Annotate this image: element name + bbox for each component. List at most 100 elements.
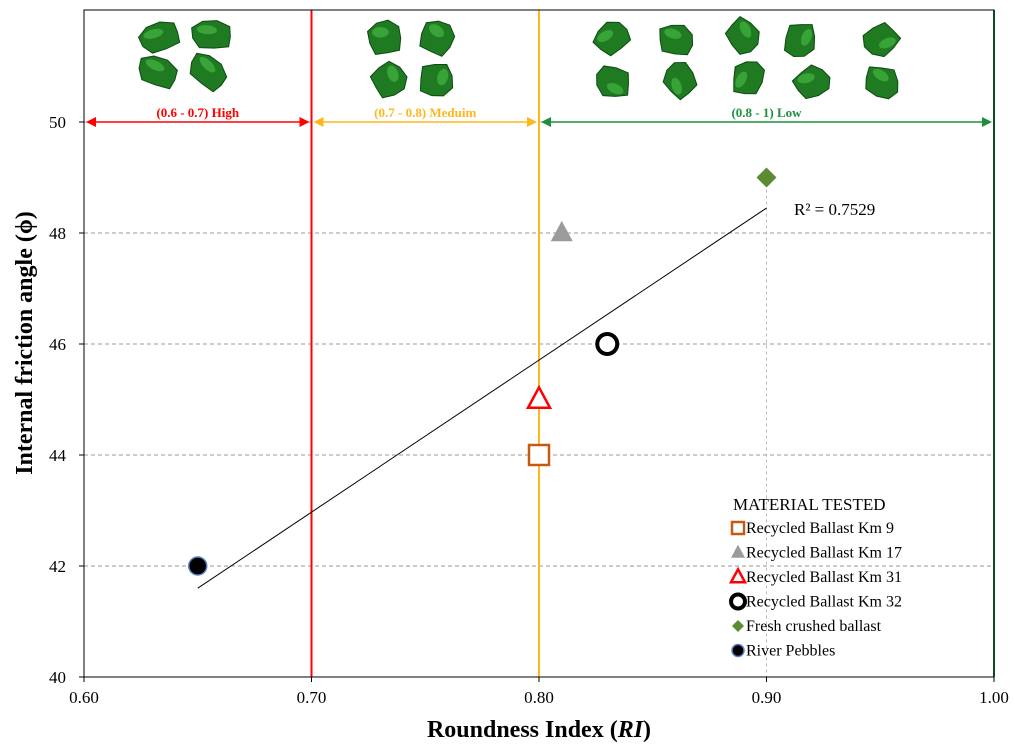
zone-arrowhead-right-0 [299,117,310,127]
y-tick-label-44: 44 [49,446,67,465]
x-tick-label-0.60: 0.60 [69,688,99,707]
x-axis-title-italic: RI [617,717,645,743]
particle-medium-2-body [369,60,408,99]
particle-low-4 [862,22,902,58]
legend-entry-2: Recycled Ballast Km 31 [746,569,902,586]
particle-medium-3 [419,64,454,97]
point-3-0 [595,332,620,356]
particle-low-1-highlight [664,28,682,39]
legend-entry-1: Recycled Ballast Km 17 [746,545,902,562]
particle-low-2 [724,16,760,55]
particle-high-2 [138,55,178,90]
particle-high-1 [191,20,231,49]
legend-marker-5 [731,643,745,658]
legend-entry-3: Recycled Ballast Km 32 [746,594,902,611]
y-tick-label-42: 42 [49,557,66,576]
zone-label-0: (0.6 - 0.7) High [156,105,239,120]
particle-medium-2 [369,60,408,99]
zone-arrowhead-left-1 [313,117,324,127]
zone-arrowhead-left-0 [86,117,96,127]
x-axis-title: Roundness Index (RI) [427,717,651,743]
legend-marker-3 [729,592,747,611]
particle-medium-0 [366,19,402,55]
legend: MATERIAL TESTED Recycled Ballast Km 9 Rec… [728,495,902,660]
x-tick-label-0.70: 0.70 [297,688,327,707]
legend-marker-0 [730,520,746,536]
particle-low-2-highlight [739,21,752,38]
x-tick-label-1.00: 1.00 [979,688,1009,707]
legend-entry-4: Fresh crushed ballast [746,618,882,635]
particle-low-0-highlight [597,29,614,43]
particle-low-9-body [865,66,899,100]
point-5-0 [188,556,208,576]
particle-medium-0-highlight [372,26,389,38]
zone-arrowhead-right-1 [527,117,537,127]
particle-low-8-highlight [797,73,815,84]
zone-label-2: (0.8 - 1) Low [731,105,802,120]
particle-low-7-highlight [735,71,748,88]
particle-high-0 [137,21,181,54]
particle-low-5-highlight [606,82,624,95]
particle-high-3-body [189,52,228,93]
particle-low-9 [865,66,899,100]
point-4-0 [756,167,777,188]
particle-low-0-body [592,21,632,57]
particle-medium-2-highlight [387,65,399,82]
particle-low-6-highlight [671,77,682,95]
x-tick-label-0.80: 0.80 [524,688,554,707]
legend-entry-0: Recycled Ballast Km 9 [746,520,894,537]
particle-low-8-body [791,64,831,100]
x-tick-label-0.90: 0.90 [752,688,782,707]
y-tick-label-48: 48 [49,224,66,243]
trendline-line [197,207,767,589]
particle-low-3-highlight [801,28,812,46]
particle-low-2-body [724,16,760,55]
particle-low-0 [592,21,632,57]
particle-low-5 [596,65,629,97]
particle-medium-1 [419,20,456,57]
particle-low-1 [659,24,694,56]
point-1-0 [550,220,573,242]
legend-marker-1 [731,544,745,558]
data-points [188,167,777,576]
particle-high-1-highlight [196,25,218,35]
particle-low-6 [662,62,698,101]
point-0-0 [527,443,551,467]
particle-high-0-body [137,21,181,54]
zone-arrowhead-left-2 [541,117,551,127]
x-axis-title-main: Roundness Index ( [427,717,618,743]
x-axis-title-close: ) [643,717,651,743]
particle-high-3-highlight [199,56,216,73]
axis-ticks: 0.60 0.70 0.80 0.90 1.00 40 42 44 46 48 50 [49,113,1009,707]
particle-high-0-highlight [143,28,164,39]
particle-images [137,16,902,101]
particle-low-6-body [662,62,698,101]
particle-high-2-highlight [145,59,165,72]
zone-arrowhead-right-2 [982,117,992,127]
particle-high-3 [189,52,228,93]
zone-label-1: (0.7 - 0.8) Meduim [374,105,476,120]
y-tick-label-50: 50 [49,113,66,132]
trendline-r2-label: R² = 0.7529 [794,200,875,219]
legend-title: MATERIAL TESTED [733,495,886,514]
particle-low-4-body [862,22,902,58]
particle-low-8 [791,64,831,100]
trendline: R² = 0.7529 [197,200,875,589]
y-tick-label-40: 40 [49,668,66,687]
legend-marker-2 [728,566,748,584]
particle-low-3 [783,24,816,58]
y-tick-label-46: 46 [49,335,66,354]
particle-medium-1-highlight [429,24,445,38]
roundness-zones: (0.6 - 0.7) High (0.7 - 0.8) Meduim (0.8 -… [86,105,992,127]
particle-low-9-highlight [872,68,889,82]
particle-low-4-highlight [879,37,896,49]
legend-marker-4 [732,620,744,632]
y-axis-title: Internal friction angle (ϕ) [12,211,38,475]
particle-medium-3-highlight [437,68,449,86]
particle-low-7 [733,61,765,95]
point-2-0 [525,384,553,409]
particle-medium-1-body [419,20,456,57]
legend-entry-5: River Pebbles [746,643,835,660]
